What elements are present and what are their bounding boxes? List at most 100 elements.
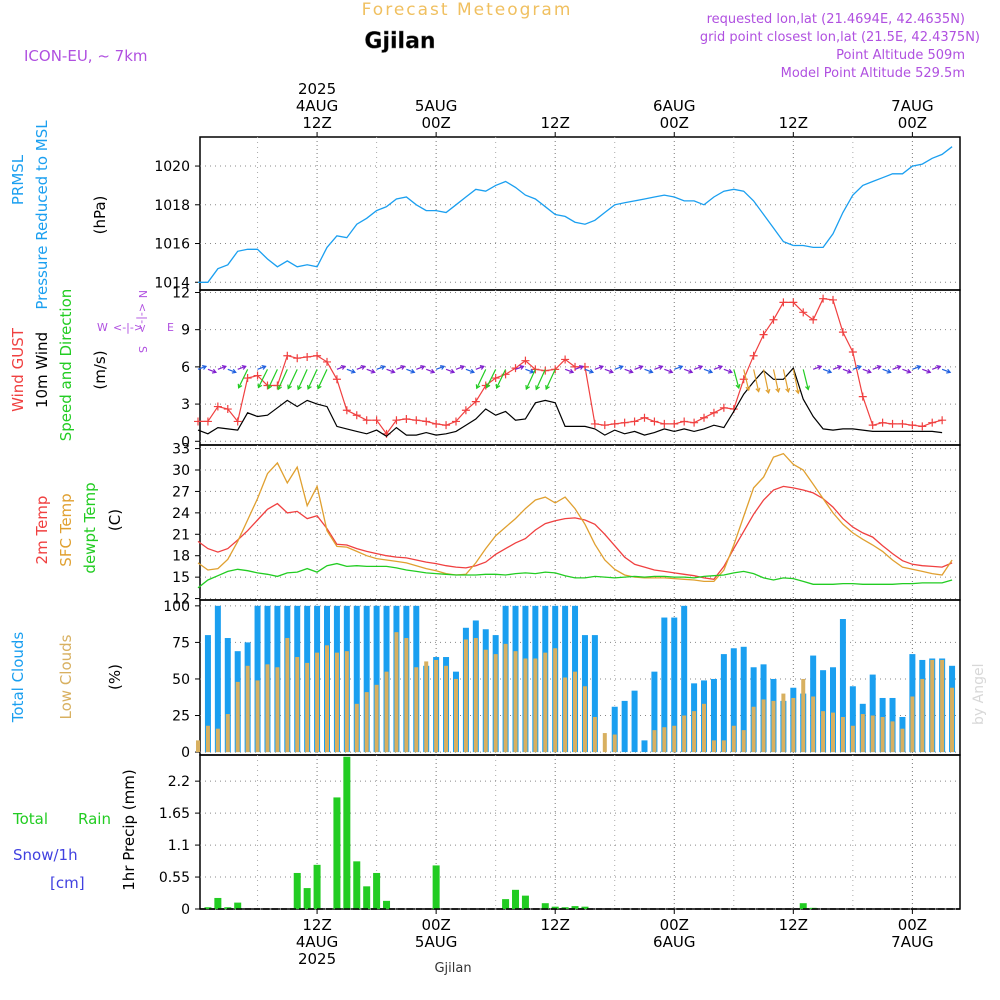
wind-arrow-head	[360, 365, 366, 370]
precip-bar	[799, 903, 807, 909]
clouds-ytick-label: 0	[181, 745, 190, 761]
gust-marker	[243, 374, 252, 383]
low-cloud-bar	[821, 711, 826, 753]
gust-marker	[650, 417, 659, 426]
wind-arrow-head	[211, 368, 218, 374]
precip-bar	[502, 899, 510, 909]
gust-marker	[322, 357, 331, 366]
gust-marker	[838, 328, 847, 337]
wind-direction-arrow	[822, 368, 832, 373]
gust-marker	[342, 406, 351, 415]
wind-arrow-head	[410, 368, 416, 374]
total-cloud-bar	[830, 667, 837, 753]
wind-arrow-head	[775, 387, 781, 393]
wind-direction-arrow	[356, 365, 365, 370]
precip-bar	[333, 797, 341, 909]
wind-arrow-head	[257, 383, 263, 389]
wind-arrow-head	[430, 368, 436, 374]
wind-arrow-head	[765, 388, 771, 395]
wind-arrow-head	[316, 384, 322, 390]
gust-marker	[293, 354, 302, 363]
temp-ytick-label: 33	[172, 442, 190, 458]
temp-2m-label: 2m Temp	[33, 496, 51, 565]
low-cloud-bar	[424, 661, 429, 753]
wind-direction-arrow	[902, 368, 911, 373]
wind-arrow-head	[440, 365, 446, 370]
wind-direction-arrow	[525, 369, 536, 390]
wind-ytick-label: 3	[181, 397, 190, 413]
gust-marker	[918, 422, 927, 431]
gust-marker	[848, 348, 857, 356]
low-cloud-bar	[811, 696, 816, 753]
gust-marker	[680, 417, 689, 426]
gust-marker	[630, 417, 639, 426]
wind-direction-arrow	[614, 365, 623, 370]
total-cloud-bar	[671, 617, 678, 753]
gust-marker	[829, 295, 838, 304]
gust-marker	[571, 362, 580, 371]
gust-marker	[868, 421, 877, 430]
wind-direction-arrow	[693, 365, 703, 370]
wind-direction-arrow	[406, 368, 415, 373]
gust-marker	[709, 408, 718, 417]
gust-marker	[412, 416, 421, 425]
total-cloud-bar	[710, 678, 717, 753]
low-cloud-bar	[940, 659, 945, 753]
wind-direction-arrow	[812, 365, 822, 370]
low-cloud-bar	[563, 677, 568, 753]
low-cloud-bar	[831, 712, 836, 753]
wind-direction-arrow	[396, 365, 405, 370]
total-cloud-bar	[740, 646, 747, 753]
wind-arrow-head	[545, 384, 550, 391]
wind-line	[197, 366, 943, 438]
low-cloud-bar	[543, 652, 548, 753]
low-cloud-bar	[771, 700, 776, 753]
low-cloud-bar	[235, 681, 240, 753]
temp-sfc-label: SFC Temp	[57, 493, 75, 566]
low-cloud-bar	[255, 680, 260, 753]
precip-snow-unit: [cm]	[50, 874, 85, 892]
location-name: Gjilan	[364, 29, 435, 54]
wind-direction-arrow	[307, 369, 318, 390]
gust-marker	[362, 416, 371, 425]
low-cloud-bar	[414, 667, 419, 753]
low-cloud-bar	[404, 638, 409, 753]
gust-marker	[799, 308, 808, 317]
precip-bar	[224, 907, 232, 909]
wind-direction-arrow	[624, 368, 633, 373]
precip-bar	[541, 903, 549, 909]
low-cloud-bar	[870, 715, 875, 753]
temp-ytick-label: 30	[172, 463, 190, 479]
gust-marker	[352, 411, 361, 420]
total-cloud-bar	[661, 617, 668, 753]
dewpt-label: dewpt Temp	[81, 482, 99, 573]
gust-marker	[928, 418, 937, 427]
precip-bar	[353, 861, 361, 909]
low-cloud-bar	[860, 714, 865, 753]
wind-direction-arrow	[346, 368, 356, 373]
compass-east: E	[167, 321, 174, 334]
wind-arrow-head	[717, 365, 724, 370]
wind-direction-arrow	[455, 365, 465, 370]
temp-unit: (C)	[106, 509, 124, 531]
precip-bar	[571, 906, 579, 909]
wind-arrow-head	[698, 365, 704, 370]
total-cloud-bar	[651, 671, 658, 753]
model-altitude: Model Point Altitude 529.5m	[781, 66, 965, 81]
clouds-ytick-label: 100	[163, 599, 190, 615]
wind-direction-arrow	[723, 368, 733, 373]
wind-direction-arrow	[683, 368, 693, 373]
wind-arrow-head	[237, 383, 243, 389]
gust-marker	[402, 414, 411, 423]
low-cloud-bar	[364, 692, 369, 753]
low-cloud-bar	[483, 649, 488, 753]
gust-marker	[719, 403, 728, 412]
precip-ytick-label: 0.55	[159, 870, 190, 886]
temp-2m-line	[197, 485, 953, 580]
precip-bar	[363, 886, 371, 909]
wind-arrow-head	[936, 365, 942, 370]
pressure-panel: 1014 1016 1018 1020	[154, 136, 961, 291]
precip-bar	[343, 756, 351, 909]
bottom-time-label: 00Z	[898, 916, 927, 934]
wind-arrow-head	[390, 368, 396, 374]
